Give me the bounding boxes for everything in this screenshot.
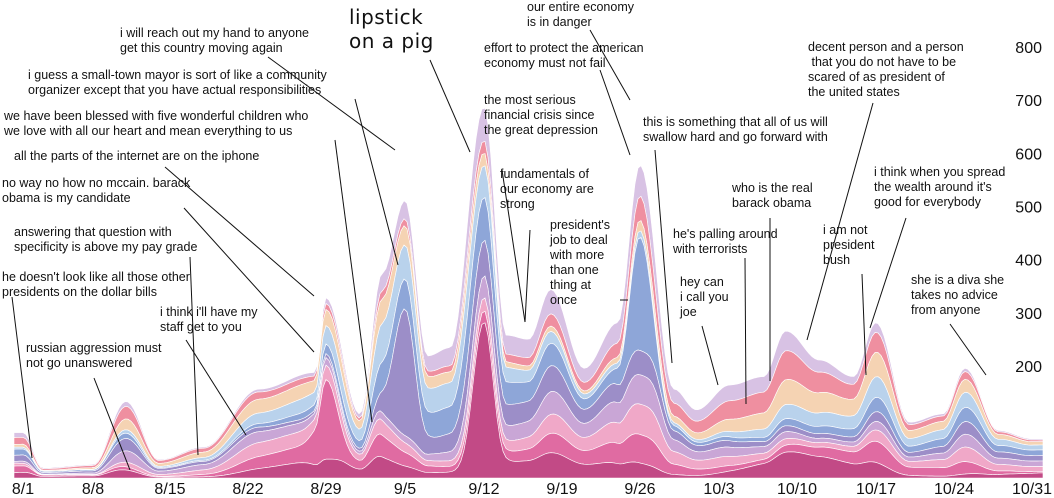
annotation-leader-line (524, 229, 531, 323)
x-tick-label: 10/31 (1012, 481, 1052, 498)
annotation-leader-line (354, 98, 399, 266)
annotation-leader-line (869, 217, 907, 329)
y-tick-label: 700 (1015, 93, 1042, 110)
annotation-quote: she is a diva she takes no advice from any… (911, 273, 1004, 317)
annotations: lipstick on a pig i will reach out my hand… (2, 0, 1005, 370)
annotation-leader-lines (11, 29, 987, 471)
annotation-leader-line (744, 257, 747, 405)
annotation-quote: president's job to deal with more than one t… (549, 218, 610, 307)
annotation-leader-line (599, 69, 631, 156)
x-tick-label: 8/22 (232, 481, 263, 498)
annotation-quote: fundamentals of our economy are strong (500, 167, 594, 211)
annotation-quote: all the parts of the internet are on the… (14, 149, 259, 163)
annotation-leader-line (11, 296, 33, 459)
y-tick-label: 200 (1015, 359, 1042, 376)
annotation-quote: he's palling around with terrorists (672, 227, 778, 256)
x-axis-ticks: 8/1 8/8 8/15 8/22 8/29 9/5 9/12 9/19 9/26 10/3 10/… (12, 481, 1052, 498)
y-axis-labels: 200 300 400 500 600 700 800 (1015, 40, 1042, 376)
x-tick-label: 10/3 (703, 481, 734, 498)
annotation-quote: our entire economy is in danger (527, 0, 635, 29)
annotation-quote: the most serious financial crisis since th… (484, 93, 598, 137)
annotation-leader-line (334, 139, 373, 423)
y-tick-label: 300 (1015, 306, 1042, 323)
y-tick-label: 600 (1015, 146, 1042, 163)
x-tick-label: 9/26 (624, 481, 655, 498)
annotation-quote: hey can i call you joe (679, 275, 729, 319)
annotation-quote: russian aggression must not go unanswered (26, 341, 162, 370)
annotation-leader-line (429, 59, 471, 153)
x-tick-label: 8/15 (154, 481, 185, 498)
annotation-quote: i will reach out my hand to anyone get th… (120, 26, 309, 55)
annotation-quote: answering that question with specificity … (14, 225, 197, 254)
annotation-quote: lipstick on a pig (349, 5, 434, 53)
annotation-quote: i think i'll have my staff get to you (160, 305, 258, 334)
stream-layers (13, 107, 1044, 479)
x-tick-label: 10/17 (856, 481, 896, 498)
annotation-leader-line (267, 56, 396, 151)
annotation-quote: i am not president bush (823, 223, 875, 267)
annotation-leader-line (589, 29, 631, 101)
x-tick-label: 8/1 (12, 481, 34, 498)
y-tick-label: 500 (1015, 200, 1042, 217)
annotation-quote: this is something that all of us will swa… (643, 115, 828, 144)
annotation-quote: i guess a small-town mayor is sort of li… (28, 68, 327, 97)
annotation-quote: we have been blessed with five wonderful… (3, 109, 308, 138)
x-tick-label: 8/8 (82, 481, 104, 498)
annotation-leader-line (501, 169, 526, 323)
x-tick-label: 9/12 (468, 481, 499, 498)
x-tick-label: 9/5 (394, 481, 416, 498)
annotation-quote: no way no how no mccain. barack obama is … (2, 176, 191, 205)
stream-layer (13, 322, 1044, 479)
annotation-leader-line (949, 323, 987, 376)
annotation-leader-line (164, 166, 315, 297)
x-tick-label: 10/10 (777, 481, 817, 498)
y-tick-label: 400 (1015, 253, 1042, 270)
annotation-leader-line (185, 339, 247, 436)
x-tick-label: 10/24 (934, 481, 974, 498)
annotation-quote: effort to protect the american economy mu… (484, 41, 644, 70)
x-tick-label: 8/29 (310, 481, 341, 498)
annotation-leader-line (93, 377, 131, 471)
annotation-leader-line (189, 256, 199, 456)
annotation-leader-line (654, 149, 673, 364)
annotation-quote: he doesn't look like all those other pres… (2, 270, 190, 299)
y-tick-label: 800 (1015, 40, 1042, 57)
annotation-leader-line (183, 207, 315, 353)
annotation-quote: who is the real barack obama (731, 181, 813, 210)
annotation-leader-line (861, 273, 867, 376)
annotation-quote: i think when you spread the wealth around… (874, 165, 1005, 209)
annotation-leader-line (701, 325, 719, 386)
x-tick-label: 9/19 (546, 481, 577, 498)
annotation-quote: decent person and a person that you do n… (808, 40, 964, 99)
annotation-leader-line (806, 102, 874, 341)
